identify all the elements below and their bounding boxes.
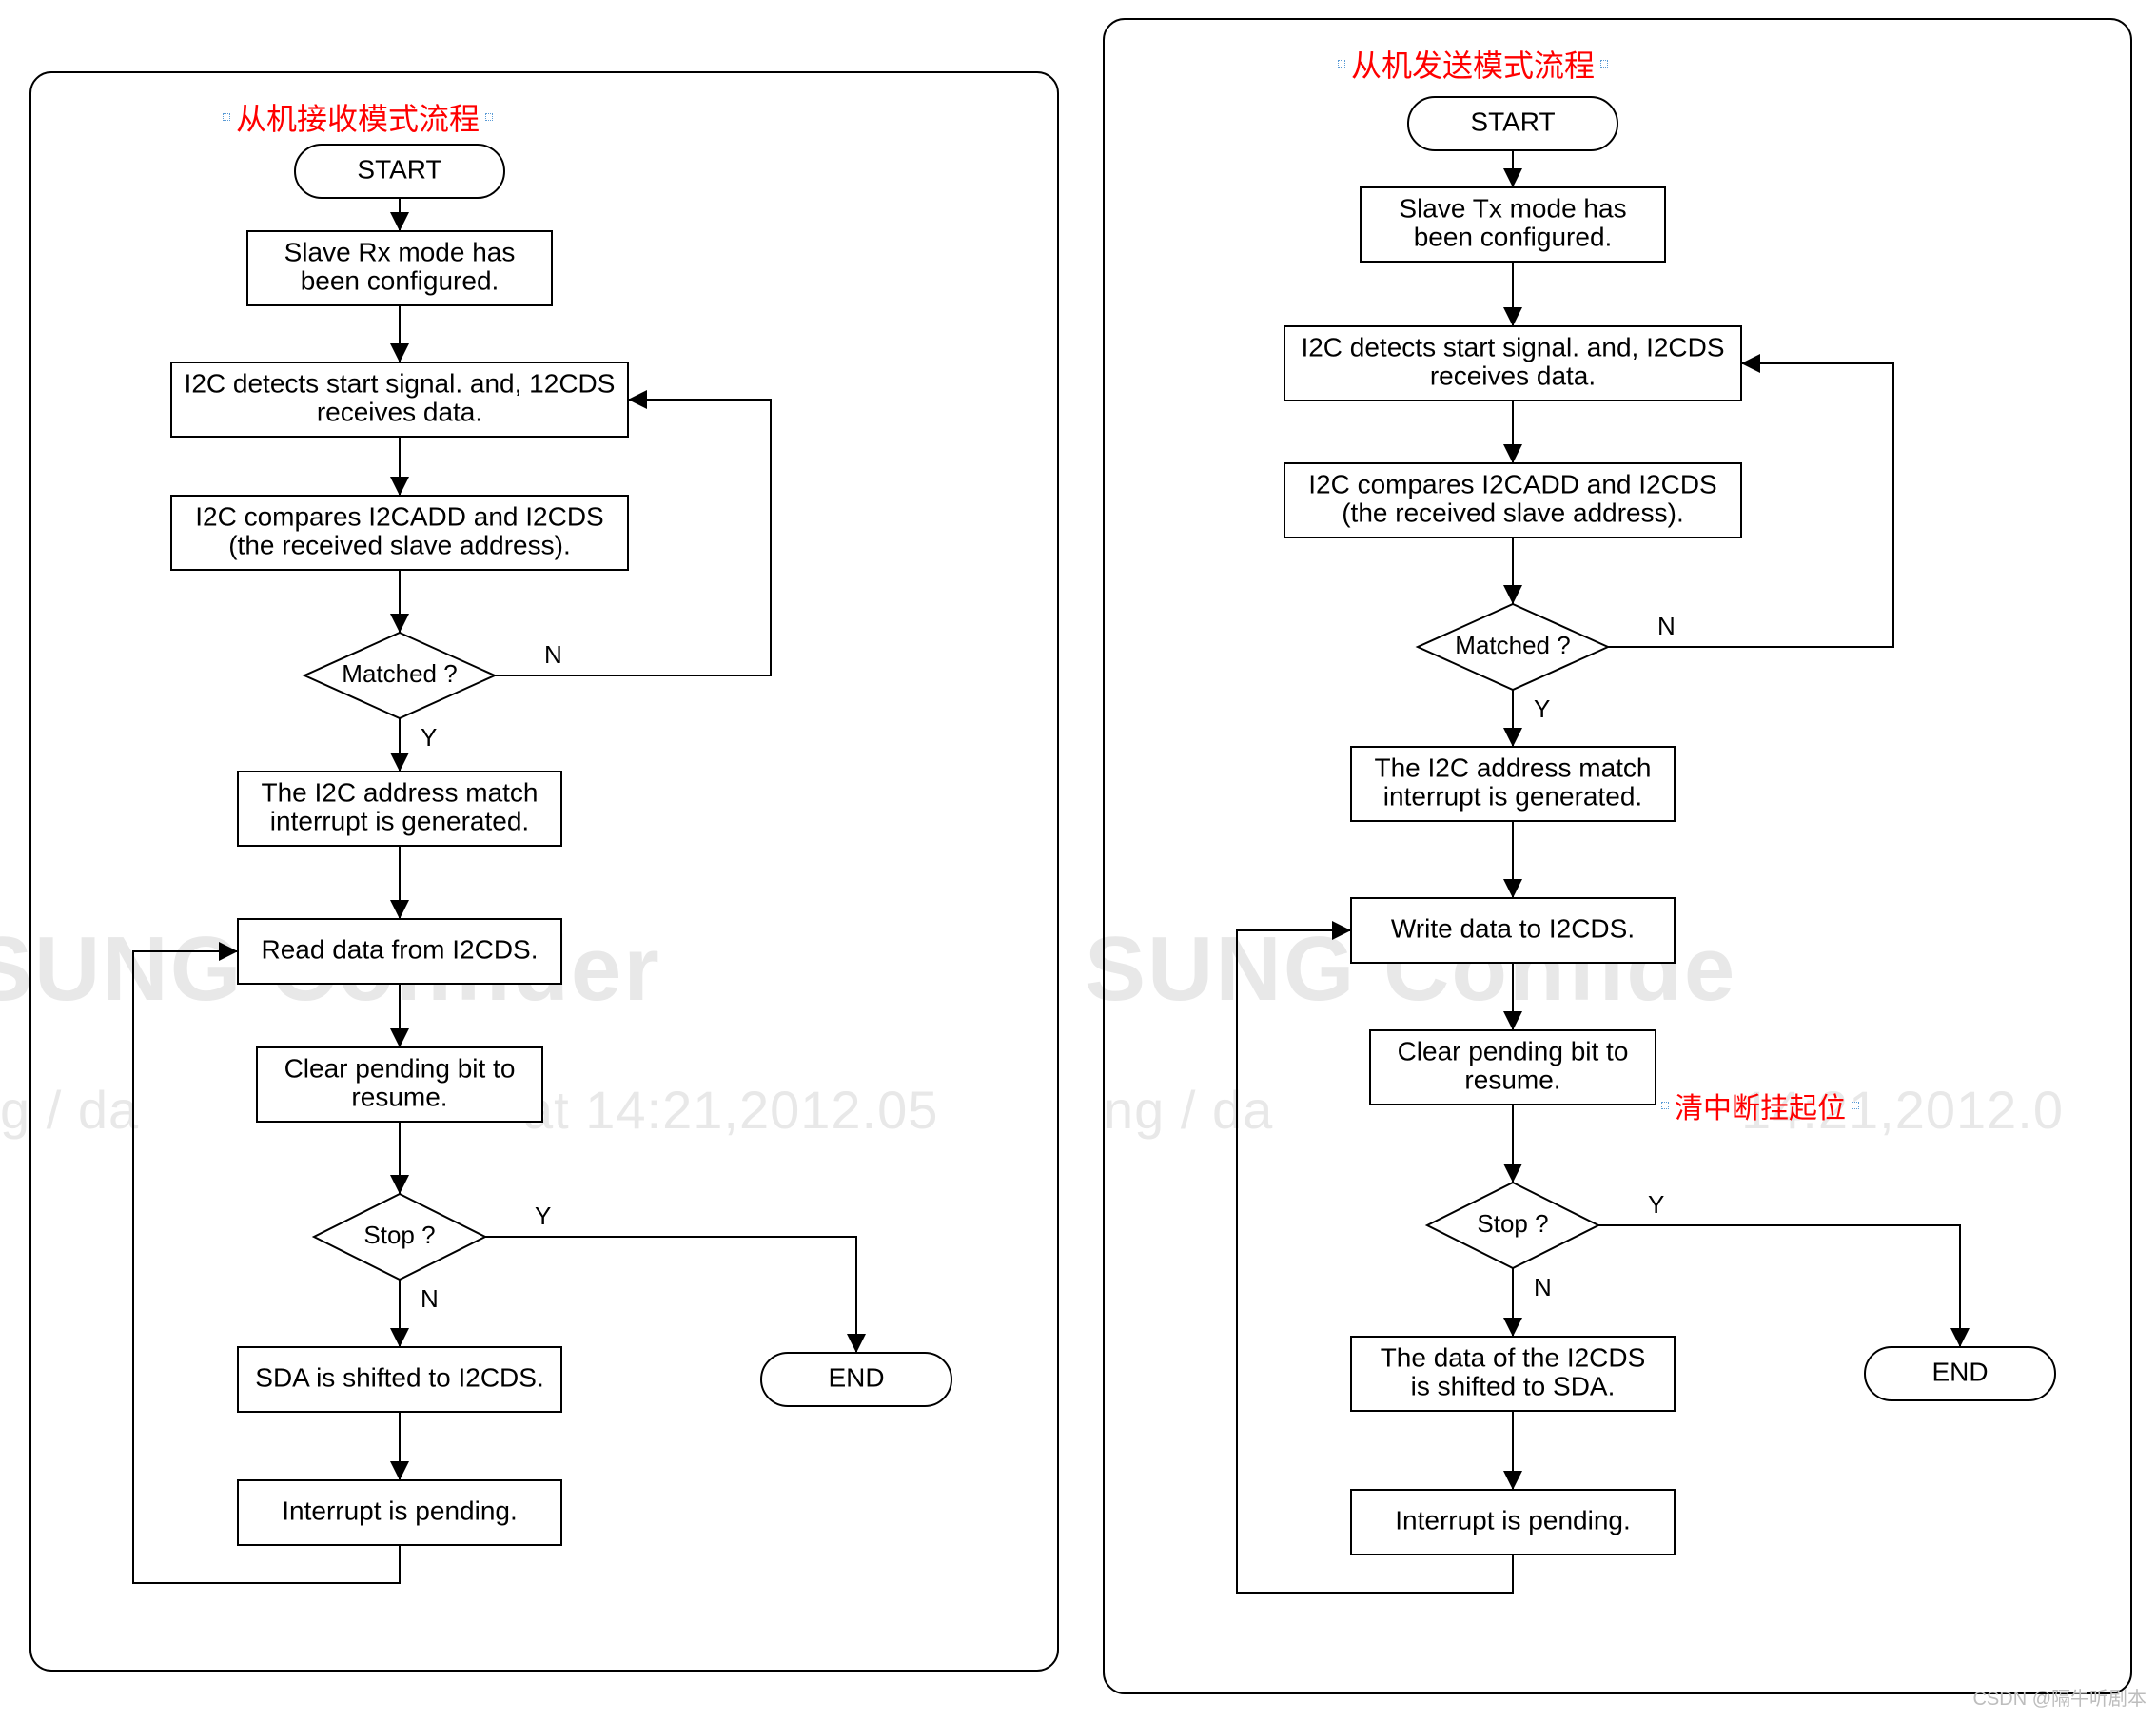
left-panel-title: 从机接收模式流程: [236, 95, 480, 139]
flowchart-canvas: STARTSlave Rx mode hasbeen configured.I2…: [0, 0, 2156, 1716]
svg-text:Slave Tx mode has: Slave Tx mode has: [1399, 193, 1626, 223]
svg-text:Y: Y: [1648, 1190, 1664, 1219]
right-panel-title: 从机发送模式流程: [1351, 42, 1595, 86]
svg-text:The data of the I2CDS: The data of the I2CDS: [1381, 1342, 1646, 1372]
svg-text:The I2C address match: The I2C address match: [261, 777, 538, 807]
svg-text:START: START: [1470, 107, 1555, 136]
svg-text:I2C compares I2CADD and I2CDS: I2C compares I2CADD and I2CDS: [1308, 469, 1717, 499]
svg-text:SDA is shifted to I2CDS.: SDA is shifted to I2CDS.: [255, 1362, 543, 1392]
svg-text:Stop ?: Stop ?: [363, 1221, 435, 1249]
svg-text:Matched ?: Matched ?: [342, 659, 457, 688]
svg-text:resume.: resume.: [1464, 1065, 1560, 1094]
svg-text:Interrupt is pending.: Interrupt is pending.: [1395, 1505, 1631, 1535]
svg-text:receives data.: receives data.: [1430, 361, 1596, 390]
svg-text:(the received slave address).: (the received slave address).: [228, 530, 571, 559]
svg-text:Y: Y: [1534, 694, 1550, 723]
svg-text:Slave Rx mode has: Slave Rx mode has: [284, 237, 516, 266]
svg-text:I2C detects start signal. and,: I2C detects start signal. and, I2CDS: [1301, 332, 1724, 362]
svg-text:interrupt is generated.: interrupt is generated.: [1383, 781, 1642, 811]
svg-text:Clear pending bit to: Clear pending bit to: [284, 1053, 516, 1083]
svg-text:resume.: resume.: [351, 1082, 447, 1111]
svg-text:Clear pending bit to: Clear pending bit to: [1398, 1036, 1629, 1066]
svg-text:(the received slave address).: (the received slave address).: [1342, 498, 1684, 527]
svg-text:START: START: [357, 154, 441, 184]
svg-text:END: END: [828, 1362, 884, 1392]
svg-text:Interrupt is pending.: Interrupt is pending.: [282, 1496, 518, 1525]
svg-text:N: N: [421, 1284, 439, 1313]
svg-text:interrupt is generated.: interrupt is generated.: [270, 806, 529, 835]
svg-text:been configured.: been configured.: [1414, 222, 1613, 251]
svg-text:Write data to I2CDS.: Write data to I2CDS.: [1391, 913, 1635, 943]
svg-text:END: END: [1931, 1357, 1988, 1386]
svg-text:I2C compares I2CADD and I2CDS: I2C compares I2CADD and I2CDS: [195, 501, 604, 531]
svg-text:Matched ?: Matched ?: [1455, 631, 1570, 659]
clear-annotation: 清中断挂起位: [1675, 1085, 1846, 1126]
svg-text:N: N: [544, 640, 562, 669]
svg-text:Stop ?: Stop ?: [1477, 1209, 1548, 1238]
svg-text:been configured.: been configured.: [301, 265, 500, 295]
svg-text:Read data from I2CDS.: Read data from I2CDS.: [261, 934, 538, 964]
svg-text:is shifted to SDA.: is shifted to SDA.: [1411, 1371, 1616, 1400]
svg-text:N: N: [1534, 1273, 1552, 1301]
svg-text:The I2C address match: The I2C address match: [1374, 753, 1651, 782]
svg-text:Y: Y: [535, 1202, 551, 1230]
svg-text:Y: Y: [421, 723, 437, 752]
svg-text:N: N: [1657, 612, 1676, 640]
csdn-attribution: CSDN @隔牛听剧本: [1972, 1683, 2146, 1711]
svg-text:receives data.: receives data.: [317, 397, 482, 426]
svg-text:I2C detects start signal. and,: I2C detects start signal. and, 12CDS: [185, 368, 616, 398]
